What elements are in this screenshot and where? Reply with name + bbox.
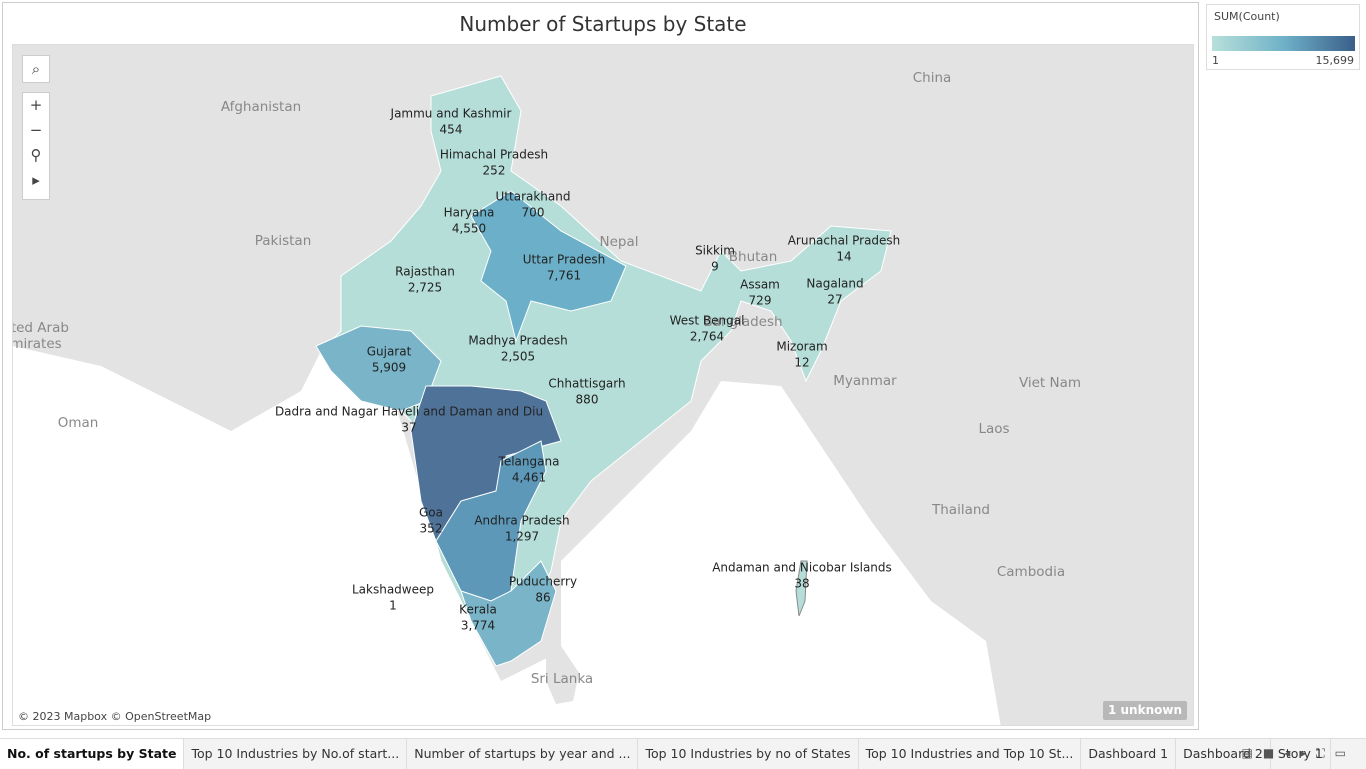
state-name: Goa (419, 506, 443, 520)
state-count: 27 (827, 293, 842, 307)
country-label: Afghanistan (221, 99, 301, 115)
worksheet-frame (2, 2, 1199, 730)
sheet-tab[interactable]: Top 10 Industries by no of States (638, 739, 859, 769)
andaman-islands (795, 560, 808, 617)
state-name: Nagaland (806, 277, 863, 291)
state-count: 1,297 (505, 530, 539, 544)
state-name: Dadra and Nagar Haveli and Daman and Diu (275, 405, 543, 419)
state-count: 700 (522, 206, 545, 220)
sheet-title: Number of Startups by State (459, 12, 747, 36)
state-count: 7,761 (547, 269, 581, 283)
state-count: 1 (389, 599, 397, 613)
state-name: West Bengal (670, 314, 745, 328)
legend-min: 1 (1212, 54, 1219, 67)
country-label: Oman (58, 415, 99, 431)
unknown-badge[interactable]: 1 unknown (1103, 701, 1187, 720)
state-count: 880 (576, 393, 599, 407)
country-label: Thailand (931, 502, 990, 518)
state-count: 4,550 (452, 222, 486, 236)
search-button[interactable]: ⌕ (22, 55, 50, 83)
legend-ramp (1212, 36, 1355, 51)
state-name: Madhya Pradesh (468, 334, 567, 348)
sheet-tab[interactable]: Number of startups by year and ... (407, 739, 639, 769)
country-label: mirates (13, 336, 62, 352)
state-count: 252 (483, 164, 506, 178)
state-count: 3,774 (461, 619, 495, 633)
color-legend: SUM(Count) 1 15,699 (1206, 4, 1360, 70)
state-name: Himachal Pradesh (440, 148, 548, 162)
state-name: Haryana (444, 206, 495, 220)
sheet-tabs: No. of startups by State Top 10 Industrie… (0, 738, 1366, 769)
sea (13, 346, 1001, 725)
sheet-tab[interactable]: Story 1 (1271, 739, 1331, 769)
country-label: Sri Lanka (531, 671, 593, 687)
state-count: 4,461 (512, 471, 546, 485)
country-label: Nepal (600, 234, 639, 250)
state-name: Assam (740, 278, 780, 292)
country-label: Pakistan (255, 233, 312, 249)
state-name: Rajasthan (395, 265, 455, 279)
sheet-tab[interactable]: Dashboard 1 (1081, 739, 1177, 769)
state-name: Andaman and Nicobar Islands (712, 561, 892, 575)
view-controls[interactable]: ▤■◂▸⛶▭ (1241, 746, 1356, 760)
state-count: 86 (535, 591, 550, 605)
state-name: Chhattisgarh (548, 377, 625, 391)
state-count: 454 (440, 123, 463, 137)
state-count: 9 (711, 260, 719, 274)
country-label: Viet Nam (1019, 375, 1081, 391)
state-name: Uttarakhand (496, 190, 571, 204)
state-name: Andhra Pradesh (474, 514, 569, 528)
state-name: Lakshadweep (352, 583, 434, 597)
state-count: 14 (836, 250, 851, 264)
attribution: © 2023 Mapbox © OpenStreetMap (18, 710, 212, 723)
state-count: 12 (794, 356, 809, 370)
state-name: Telangana (498, 455, 560, 469)
country-label: Laos (978, 421, 1009, 437)
state-name: Gujarat (367, 345, 412, 359)
state-name: Mizoram (776, 340, 827, 354)
state-count: 38 (794, 577, 809, 591)
zoom-controls[interactable]: + − ⚲ ▸ (22, 92, 50, 200)
uttar-pradesh (470, 190, 627, 343)
country-label: Cambodia (997, 564, 1065, 580)
labels: China Afghanistan Pakistan Nepal Bhutan Bangl… (13, 70, 1081, 687)
state-name: Arunachal Pradesh (788, 234, 901, 248)
tamil-nadu (460, 560, 557, 667)
sheet-tab[interactable]: No. of startups by State (0, 739, 185, 769)
country-label: China (913, 70, 952, 86)
state-count: 352 (420, 522, 443, 536)
state-name: Puducherry (509, 575, 577, 589)
state-name: Jammu and Kashmir (390, 107, 512, 121)
state-count: 729 (749, 294, 772, 308)
state-count: 2,764 (690, 330, 724, 344)
state-name: Kerala (459, 603, 497, 617)
country-label: Bangladesh (703, 314, 782, 330)
state-count: 37 (401, 421, 416, 435)
sheet-tab[interactable]: Top 10 Industries by No.of start... (184, 739, 408, 769)
state-count: 2,505 (501, 350, 535, 364)
sri-lanka (546, 646, 579, 704)
state-count: 2,725 (408, 281, 442, 295)
country-label: ited Arab (13, 320, 69, 336)
legend-max: 15,699 (1315, 54, 1355, 67)
legend-title: SUM(Count) (1214, 10, 1280, 23)
state-count: 5,909 (372, 361, 406, 375)
state-name: Uttar Pradesh (523, 253, 605, 267)
country-label: Bhutan (729, 249, 778, 265)
map-canvas: China Afghanistan Pakistan Nepal Bhutan Bangl… (13, 45, 1193, 725)
map[interactable]: China Afghanistan Pakistan Nepal Bhutan Bangl… (12, 44, 1194, 726)
sheet-tab[interactable]: Top 10 Industries and Top 10 St... (859, 739, 1082, 769)
state-name: Sikkim (695, 244, 735, 258)
sheet-tab[interactable]: Dashboard 2 (1176, 739, 1271, 769)
country-label: Myanmar (833, 373, 897, 389)
